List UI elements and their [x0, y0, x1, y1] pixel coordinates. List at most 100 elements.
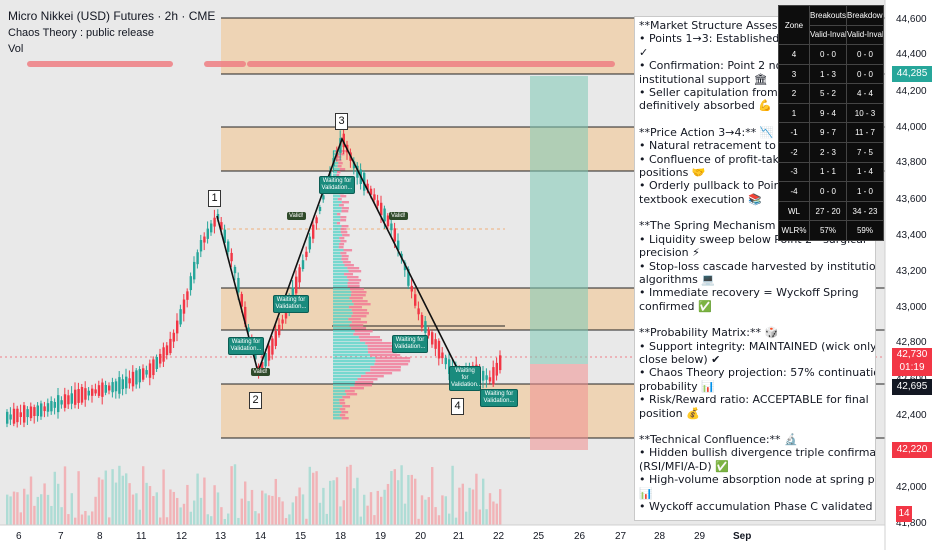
- profile-bar-down: [348, 306, 362, 309]
- volume-bar: [390, 471, 393, 525]
- volume-bar: [495, 503, 498, 525]
- level-label-mid: 42,695: [892, 379, 932, 395]
- note-line: • Support integrity: MAINTAINED (wick on…: [639, 339, 876, 353]
- volume-bar: [155, 492, 158, 525]
- candle-body: [264, 352, 267, 367]
- profile-bar-up: [333, 402, 340, 405]
- candle-body: [29, 406, 33, 419]
- profile-bar-down: [337, 213, 341, 216]
- table-cell: 34 - 23: [846, 200, 884, 222]
- time-tick: 21: [453, 531, 465, 542]
- candle-body: [403, 262, 407, 271]
- profile-bar-up: [333, 330, 355, 333]
- candle-body: [148, 363, 152, 378]
- profile-bar-down: [374, 363, 409, 366]
- candle-body: [57, 395, 60, 413]
- candle-body: [261, 362, 264, 371]
- profile-bar-up: [333, 384, 355, 387]
- table-cell: 57%: [809, 220, 847, 241]
- profile-bar-up: [333, 258, 342, 261]
- note-line: • Stop-loss cascade harvested by institu…: [639, 259, 876, 273]
- profile-bar-down: [349, 324, 364, 327]
- volume-bar: [261, 490, 264, 525]
- volume-bar: [322, 487, 325, 525]
- profile-bar-down: [341, 201, 349, 204]
- volume-bar: [33, 505, 36, 525]
- volume-bar: [380, 496, 383, 525]
- candle-body: [189, 276, 192, 291]
- candle-body: [308, 236, 311, 250]
- table-cell: -1: [778, 122, 810, 144]
- note-line: probability 📊: [639, 379, 715, 393]
- volume-bar: [441, 495, 444, 525]
- profile-bar-down: [339, 243, 345, 246]
- candle-body: [417, 308, 420, 315]
- volume-bar: [57, 483, 60, 525]
- candle-body: [74, 389, 77, 405]
- candle-body: [67, 395, 70, 405]
- candle-body: [414, 294, 417, 306]
- profile-bar-down: [347, 267, 360, 270]
- note-line: **Probability Matrix:** 🎲: [639, 326, 779, 340]
- candle-body: [50, 401, 53, 412]
- volume-bar: [465, 511, 468, 525]
- time-tick: 27: [615, 531, 627, 542]
- profile-bar-down: [339, 237, 345, 240]
- indicator-title[interactable]: Chaos Theory : public release: [8, 27, 154, 39]
- volume-bar: [247, 501, 250, 525]
- note-line: positions 🤝: [639, 166, 706, 180]
- volume-title[interactable]: Vol: [8, 43, 24, 55]
- candle-body: [33, 407, 36, 417]
- profile-bar-up: [333, 264, 345, 267]
- profile-bar-down: [338, 162, 343, 165]
- candle-body: [23, 405, 26, 423]
- note-line: **Price Action 3→4:** 📉: [639, 125, 774, 139]
- volume-bar: [434, 507, 437, 525]
- candle-body: [165, 345, 169, 356]
- profile-bar-up: [333, 354, 370, 357]
- volume-bar: [80, 514, 84, 525]
- volume-bar: [148, 486, 152, 525]
- volume-bar: [352, 488, 356, 525]
- profile-bar-up: [333, 381, 356, 384]
- profile-bar-down: [375, 360, 411, 363]
- volume-bar: [281, 501, 284, 525]
- candle-body: [63, 394, 67, 408]
- profile-bar-down: [341, 411, 349, 414]
- profile-bar-down: [368, 351, 397, 354]
- table-cell: 1 - 3: [809, 63, 847, 85]
- candle-body: [94, 389, 97, 394]
- profile-bar-down: [340, 231, 348, 234]
- structure-zigzag: [216, 136, 463, 379]
- profile-bar-down: [337, 198, 342, 201]
- table-cell: 10 - 3: [846, 102, 884, 124]
- profile-bar-up: [333, 408, 340, 411]
- candle-body: [383, 208, 386, 222]
- profile-bar-down: [339, 402, 346, 405]
- candle-body: [216, 213, 220, 219]
- profile-bar-down: [375, 357, 411, 360]
- candle-body: [397, 240, 400, 251]
- candle-body: [152, 359, 155, 376]
- point-label-3: 3: [335, 113, 348, 130]
- price-tick: 44,600: [896, 14, 927, 25]
- volume-bar: [403, 503, 407, 525]
- volume-bar: [91, 511, 94, 525]
- volume-bar: [363, 494, 366, 525]
- candle-body: [312, 224, 315, 239]
- profile-bar-up: [333, 234, 343, 237]
- waiting-label: Waiting for Validation...: [228, 337, 264, 355]
- candle-body: [87, 390, 90, 396]
- volume-bar: [135, 493, 138, 525]
- volume-bar: [108, 517, 111, 525]
- table-cell: 0 - 0: [809, 181, 847, 202]
- volume-bar: [63, 466, 67, 525]
- candle-body: [196, 252, 199, 265]
- candle-body: [441, 352, 444, 359]
- candle-body: [111, 382, 114, 393]
- table-cell: 5 - 2: [809, 83, 847, 104]
- tv-badge[interactable]: 14: [896, 506, 912, 522]
- symbol-title[interactable]: Micro Nikkei (USD) Futures · 2h · CME: [8, 9, 216, 23]
- profile-bar-down: [353, 303, 371, 306]
